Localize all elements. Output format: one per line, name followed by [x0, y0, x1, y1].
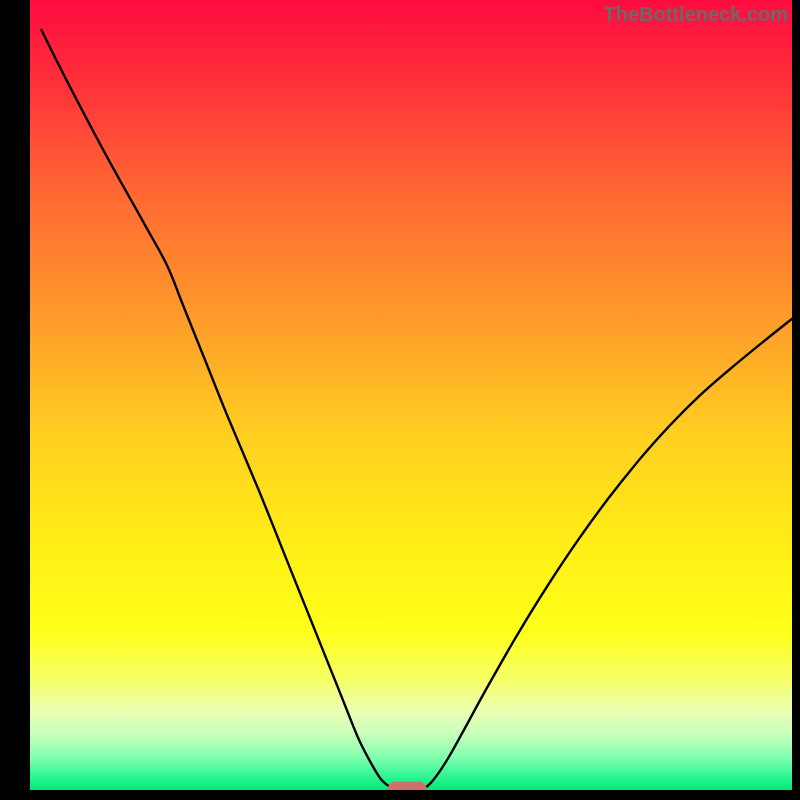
chart-svg [0, 0, 800, 800]
gradient-background [30, 0, 792, 790]
bottleneck-chart: TheBottleneck.com [0, 0, 800, 800]
watermark-text: TheBottleneck.com [604, 4, 788, 27]
